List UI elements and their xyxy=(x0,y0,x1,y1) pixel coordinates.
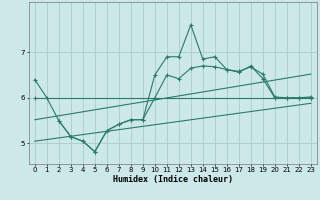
X-axis label: Humidex (Indice chaleur): Humidex (Indice chaleur) xyxy=(113,175,233,184)
